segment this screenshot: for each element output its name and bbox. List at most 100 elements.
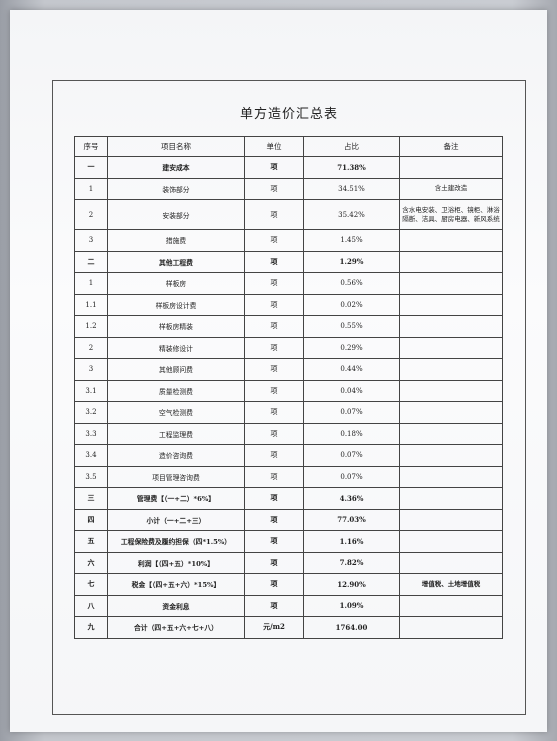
cell-no: 2 <box>74 199 108 230</box>
cell-name: 质量检测费 <box>107 379 245 402</box>
table-row: 2 安装部分项 35.42% 含水电安装、卫浴柜、镜柜、淋浴隔断、洁具、厨房电器、新风… <box>74 199 503 230</box>
cell-no: 二 <box>74 250 108 273</box>
cell-ratio: 1764.00 <box>303 616 400 639</box>
cell-note <box>399 594 503 617</box>
cell-no: 3 <box>74 358 108 381</box>
cell-name: 样板房 <box>107 272 245 295</box>
cell-note <box>399 616 503 639</box>
cell-note: 增值税、土地增值税 <box>399 573 503 596</box>
cell-ratio: 12.90% <box>303 573 400 596</box>
cell-name: 工程保险费及履约担保（四*1.5%） <box>107 530 245 553</box>
cost-summary-table: 序号 项目名称 单位 占比 备注 一建安成本项 71.38% 1 装饰部分项 34.51… <box>74 136 503 639</box>
cell-unit: 项 <box>244 465 304 488</box>
table-row: 2 精装修设计项 0.29% <box>74 336 503 359</box>
cell-note <box>399 336 503 359</box>
cell-unit: 项 <box>244 422 304 445</box>
cell-no: 3.4 <box>74 444 108 467</box>
column-header-ratio: 占比 <box>303 136 400 157</box>
cell-no: 1 <box>74 177 108 200</box>
cell-note <box>399 530 503 553</box>
cell-note <box>399 315 503 338</box>
cell-ratio: 0.55% <box>303 315 400 338</box>
cell-no: 四 <box>74 508 108 531</box>
cell-unit: 项 <box>244 336 304 359</box>
table-row: 四小计（一+二+三）项 77.03% <box>74 508 503 531</box>
cell-ratio: 4.36% <box>303 487 400 510</box>
table-row: 1 样板房项 0.56% <box>74 272 503 295</box>
cell-unit: 项 <box>244 250 304 273</box>
cell-unit: 项 <box>244 444 304 467</box>
cell-ratio: 35.42% <box>303 199 400 230</box>
table-row: 3 措施费项 1.45% <box>74 229 503 252</box>
cell-name: 建安成本 <box>107 156 245 179</box>
cell-unit: 项 <box>244 199 304 230</box>
cell-unit: 项 <box>244 156 304 179</box>
cell-no: 六 <box>74 551 108 574</box>
cell-unit: 项 <box>244 508 304 531</box>
cell-note <box>399 465 503 488</box>
cell-no: 1.1 <box>74 293 108 316</box>
cell-ratio: 71.38% <box>303 156 400 179</box>
cell-unit: 项 <box>244 229 304 252</box>
cell-ratio: 0.29% <box>303 336 400 359</box>
cell-ratio: 7.82% <box>303 551 400 574</box>
table-row: 八资金利息项 1.09% <box>74 594 503 617</box>
table-header-row: 序号 项目名称 单位 占比 备注 <box>74 136 503 157</box>
cell-note: 含土建改造 <box>399 177 503 200</box>
cell-name: 安装部分 <box>107 199 245 230</box>
document-title: 单方造价汇总表 <box>239 107 338 122</box>
table-row: 九合计（四+五+六+七+八） 元/m2 1764.00 <box>74 616 503 639</box>
cell-name: 项目管理咨询费 <box>107 465 245 488</box>
cell-ratio: 1.16% <box>303 530 400 553</box>
cell-no: 1 <box>74 272 108 295</box>
cell-ratio: 0.07% <box>303 444 400 467</box>
cell-name: 资金利息 <box>107 594 245 617</box>
cell-name: 造价咨询费 <box>107 444 245 467</box>
cell-no: 3 <box>74 229 108 252</box>
cell-note <box>399 487 503 510</box>
cell-ratio: 0.02% <box>303 293 400 316</box>
cell-unit: 项 <box>244 594 304 617</box>
cell-note <box>399 508 503 531</box>
cell-no: 七 <box>74 573 108 596</box>
cell-ratio: 77.03% <box>303 508 400 531</box>
cell-name: 合计（四+五+六+七+八） <box>107 616 245 639</box>
cell-note <box>399 229 503 252</box>
table-row: 三管理费【（一+二）*6%】项 4.36% <box>74 487 503 510</box>
document-frame: 单方造价汇总表 序号 项目名称 单位 占比 备注 一建安成本项 71.38% 1 装饰… <box>52 80 526 715</box>
cell-note <box>399 156 503 179</box>
cell-note <box>399 379 503 402</box>
cell-no: 五 <box>74 530 108 553</box>
cell-no: 3.1 <box>74 379 108 402</box>
table-row: 3 其他顾问费项 0.44% <box>74 358 503 381</box>
table-row: 3.2 空气检测费项 0.07% <box>74 401 503 424</box>
cell-unit: 项 <box>244 573 304 596</box>
cell-name: 空气检测费 <box>107 401 245 424</box>
cell-name: 措施费 <box>107 229 245 252</box>
table-row: 3.1 质量检测费项 0.04% <box>74 379 503 402</box>
table-row: 六利润【（四+五）*10%】项 7.82% <box>74 551 503 574</box>
cell-ratio: 0.18% <box>303 422 400 445</box>
cell-unit: 项 <box>244 272 304 295</box>
cell-ratio: 0.56% <box>303 272 400 295</box>
table-row: 五工程保险费及履约担保（四*1.5%）项 1.16% <box>74 530 503 553</box>
cell-ratio: 0.44% <box>303 358 400 381</box>
cell-no: 3.3 <box>74 422 108 445</box>
cell-name: 小计（一+二+三） <box>107 508 245 531</box>
table-row: 七税金【（四+五+六）*15%】项 12.90% 增值税、土地增值税 <box>74 573 503 596</box>
cell-unit: 项 <box>244 530 304 553</box>
cell-no: 3.5 <box>74 465 108 488</box>
cell-name: 其他顾问费 <box>107 358 245 381</box>
cell-no: 九 <box>74 616 108 639</box>
cell-name: 其他工程费 <box>107 250 245 273</box>
cell-note <box>399 272 503 295</box>
cell-name: 税金【（四+五+六）*15%】 <box>107 573 245 596</box>
column-header-note: 备注 <box>399 136 503 157</box>
cell-note <box>399 422 503 445</box>
table-row: 1.1 样板房设计费项 0.02% <box>74 293 503 316</box>
cell-name: 样板房设计费 <box>107 293 245 316</box>
cell-ratio: 1.09% <box>303 594 400 617</box>
cell-unit: 项 <box>244 293 304 316</box>
table-row: 1.2 样板房精装项 0.55% <box>74 315 503 338</box>
cell-note <box>399 250 503 273</box>
